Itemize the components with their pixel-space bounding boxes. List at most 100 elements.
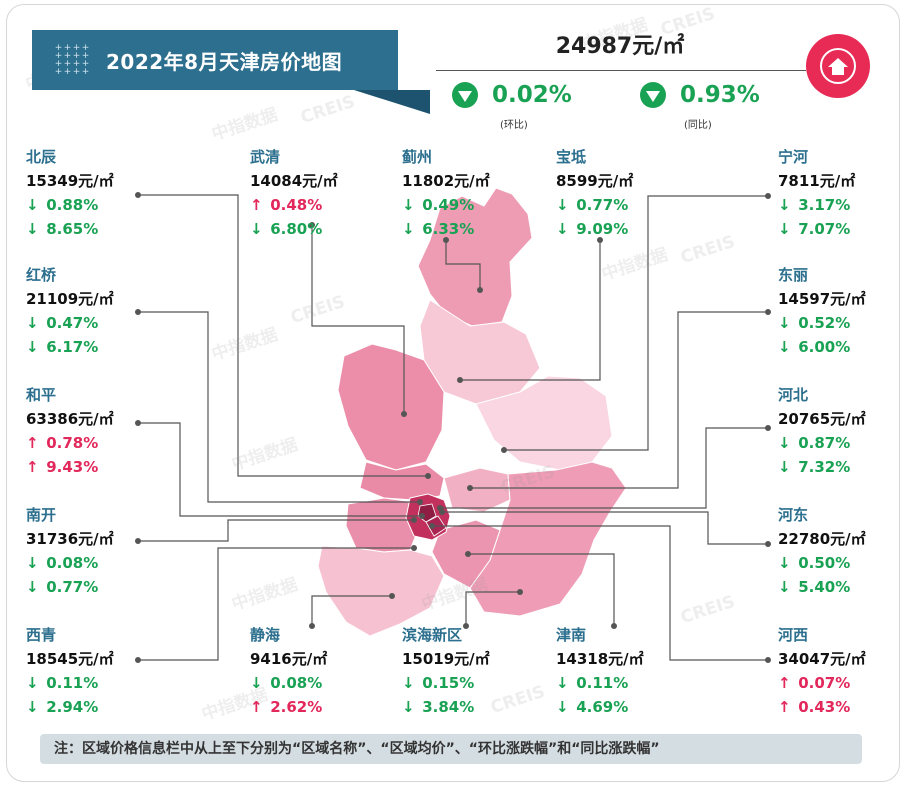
district-price: 15349元/㎡: [26, 172, 114, 190]
district-jinghai: 静海 9416元/㎡ ↓ 0.08% ↑ 2.62%: [250, 624, 386, 720]
mom-label: (环比): [500, 120, 528, 131]
leader-lines: [138, 194, 768, 661]
district-price: 20765元/㎡: [778, 410, 866, 428]
district-name: 北辰: [26, 148, 57, 166]
district-mom: ↓ 0.47%: [26, 314, 99, 332]
district-yoy: ↓ 5.40%: [778, 578, 851, 596]
average-price: 24987元/㎡: [555, 34, 685, 59]
district-price: 8599元/㎡: [556, 172, 634, 190]
footnote: 注：区域价格信息栏中从上至下分别为“区域名称”、“区域均价”、“环比涨跌幅”和“…: [40, 734, 862, 764]
district-binhai: 滨海新区 15019元/㎡ ↓ 0.15% ↓ 3.84%: [402, 624, 538, 720]
district-name: 东丽: [778, 266, 809, 284]
district-yoy: ↓ 4.69%: [556, 698, 629, 716]
district-hongqiao: 红桥 21109元/㎡ ↓ 0.47% ↓ 6.17%: [26, 264, 162, 360]
district-mom: ↓ 0.88%: [26, 196, 99, 214]
district-mom: ↓ 0.08%: [26, 554, 99, 572]
district-name: 河西: [778, 626, 809, 644]
district-yoy: ↑ 0.43%: [778, 698, 851, 716]
district-price: 22780元/㎡: [778, 530, 866, 548]
mom-value: 0.02%: [492, 82, 572, 108]
yoy-label: (同比): [684, 120, 712, 131]
district-regions: [317, 187, 627, 637]
district-yoy: ↓ 2.94%: [26, 698, 99, 716]
district-yoy: ↓ 8.65%: [26, 220, 99, 238]
district-price: 14318元/㎡: [556, 650, 644, 668]
page-title: 2022年8月天津房价地图: [106, 50, 343, 74]
district-name: 静海: [250, 626, 281, 644]
district-mom: ↓ 3.17%: [778, 196, 851, 214]
district-name: 宁河: [778, 148, 809, 166]
district-name: 河东: [778, 506, 809, 524]
district-mom: ↓ 0.11%: [26, 674, 99, 692]
district-yoy: ↓ 0.77%: [26, 578, 99, 596]
district-heping: 和平 63386元/㎡ ↑ 0.78% ↑ 9.43%: [26, 384, 162, 480]
district-xiqing: 西青 18545元/㎡ ↓ 0.11% ↓ 2.94%: [26, 624, 162, 720]
down-triangle-icon: [452, 82, 478, 108]
district-name: 河北: [778, 386, 809, 404]
district-price: 14597元/㎡: [778, 290, 866, 308]
district-mom: ↑ 0.78%: [26, 434, 99, 452]
district-yoy: ↓ 6.00%: [778, 338, 851, 356]
district-name: 西青: [26, 626, 57, 644]
district-price: 9416元/㎡: [250, 650, 328, 668]
down-triangle-icon: [640, 82, 666, 108]
district-baodi: 宝坻 8599元/㎡ ↓ 0.77% ↓ 9.09%: [556, 146, 692, 242]
district-name: 和平: [26, 386, 57, 404]
district-name: 津南: [556, 626, 587, 644]
district-price: 63386元/㎡: [26, 410, 114, 428]
district-hebei: 河北 20765元/㎡ ↓ 0.87% ↓ 7.32%: [778, 384, 906, 480]
district-mom: ↓ 0.87%: [778, 434, 851, 452]
district-price: 34047元/㎡: [778, 650, 866, 668]
district-hedong: 河东 22780元/㎡ ↓ 0.50% ↓ 5.40%: [778, 504, 906, 600]
yoy-value: 0.93%: [680, 82, 760, 108]
region-xiqing: [345, 497, 419, 553]
banner-fold: [354, 90, 430, 114]
district-jizhou: 蓟州 11802元/㎡ ↓ 0.49% ↓ 6.33%: [402, 146, 538, 242]
district-mom: ↑ 0.07%: [778, 674, 851, 692]
district-name: 宝坻: [556, 148, 587, 166]
brand-logo: [806, 34, 870, 98]
district-name: 南开: [26, 506, 57, 524]
district-price: 14084元/㎡: [250, 172, 338, 190]
district-price: 7811元/㎡: [778, 172, 856, 190]
district-name: 红桥: [26, 266, 57, 284]
district-dongli: 东丽 14597元/㎡ ↓ 0.52% ↓ 6.00%: [778, 264, 906, 360]
dot-grid-icon: + + + + + + + + + + + + + + + +: [54, 43, 90, 77]
district-price: 11802元/㎡: [402, 172, 490, 190]
district-mom: ↓ 0.15%: [402, 674, 475, 692]
region-dongli: [443, 467, 511, 513]
district-wuqing: 武清 14084元/㎡ ↑ 0.48% ↓ 6.80%: [250, 146, 386, 242]
district-mom: ↓ 0.49%: [402, 196, 475, 214]
district-yoy: ↓ 9.09%: [556, 220, 629, 238]
district-name: 滨海新区: [402, 626, 463, 644]
district-yoy: ↓ 6.80%: [250, 220, 323, 238]
district-ninghe: 宁河 7811元/㎡ ↓ 3.17% ↓ 7.07%: [778, 146, 906, 242]
district-mom: ↓ 0.52%: [778, 314, 851, 332]
region-beichen: [359, 461, 445, 501]
district-nankai: 南开 31736元/㎡ ↓ 0.08% ↓ 0.77%: [26, 504, 162, 600]
district-yoy: ↓ 6.33%: [402, 220, 475, 238]
district-price: 31736元/㎡: [26, 530, 114, 548]
district-mom: ↓ 0.08%: [250, 674, 323, 692]
district-price: 21109元/㎡: [26, 290, 114, 308]
district-yoy: ↓ 3.84%: [402, 698, 475, 716]
district-mom: ↓ 0.77%: [556, 196, 629, 214]
mom-change: 0.02%: [452, 82, 572, 108]
region-jizhou: [417, 187, 533, 327]
leader-dots: [135, 192, 771, 663]
district-yoy: ↓ 7.07%: [778, 220, 851, 238]
district-price: 18545元/㎡: [26, 650, 114, 668]
district-price: 15019元/㎡: [402, 650, 490, 668]
district-jinnan: 津南 14318元/㎡ ↓ 0.11% ↓ 4.69%: [556, 624, 692, 720]
district-name: 武清: [250, 148, 281, 166]
district-yoy: ↓ 7.32%: [778, 458, 851, 476]
district-yoy: ↓ 6.17%: [26, 338, 99, 356]
district-mom: ↑ 0.48%: [250, 196, 323, 214]
yoy-change: 0.93%: [640, 82, 760, 108]
district-yoy: ↑ 2.62%: [250, 698, 323, 716]
district-mom: ↓ 0.11%: [556, 674, 629, 692]
region-wuqing: [337, 343, 445, 471]
district-beichen: 北辰 15349元/㎡ ↓ 0.88% ↓ 8.65%: [26, 146, 162, 242]
title-banner: + + + + + + + + + + + + + + + + 2022年8月天津房价地图: [32, 30, 430, 114]
